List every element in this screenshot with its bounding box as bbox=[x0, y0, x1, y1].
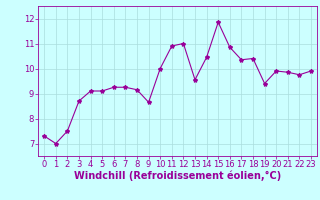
X-axis label: Windchill (Refroidissement éolien,°C): Windchill (Refroidissement éolien,°C) bbox=[74, 171, 281, 181]
